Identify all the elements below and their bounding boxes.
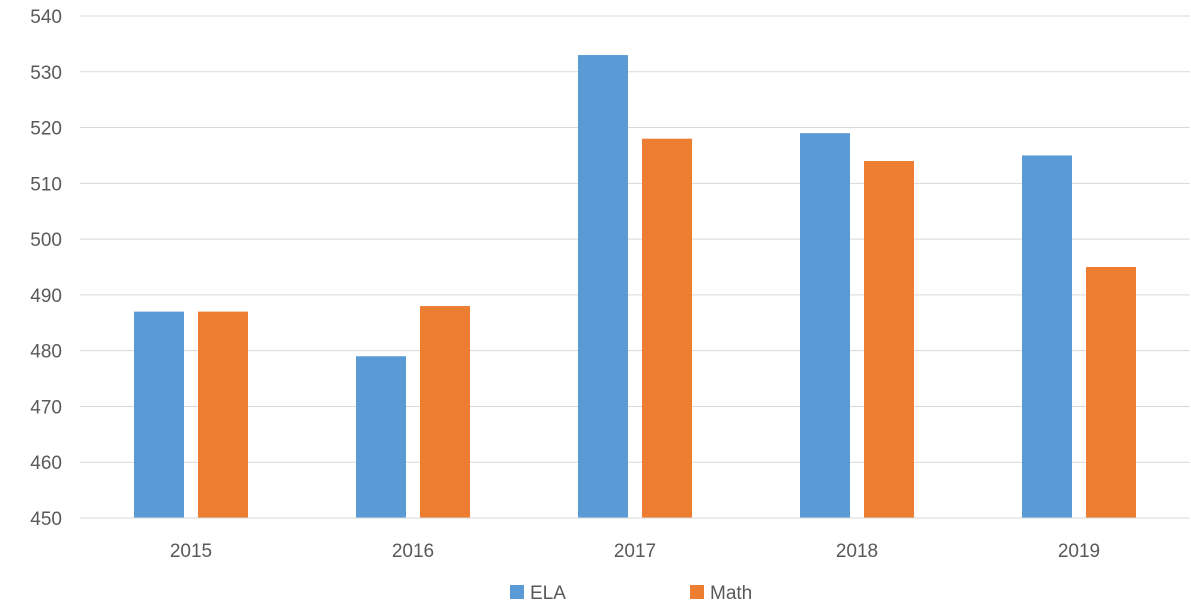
y-tick-label-470: 470 — [30, 397, 62, 418]
bar-ela-2017 — [578, 55, 628, 519]
bars — [134, 55, 1136, 519]
legend-swatch-ela — [510, 585, 524, 599]
bar-math-2019 — [1086, 267, 1136, 518]
legend-swatch-math — [690, 585, 704, 599]
bar-math-2015 — [198, 311, 248, 518]
bar-math-2018 — [864, 161, 914, 518]
legend: ELA Math — [510, 583, 752, 604]
y-tick-label-520: 520 — [30, 119, 62, 140]
x-tick-label-2016: 2016 — [392, 541, 434, 562]
bar-ela-2015 — [134, 311, 184, 518]
y-tick-label-540: 540 — [30, 7, 62, 28]
y-tick-label-450: 450 — [30, 509, 62, 530]
bar-math-2016 — [420, 306, 470, 518]
y-axis-tick-labels: 450 460 470 480 490 500 510 520 530 540 — [30, 7, 62, 530]
legend-label-math: Math — [710, 583, 752, 604]
x-tick-label-2018: 2018 — [836, 541, 878, 562]
x-tick-label-2015: 2015 — [170, 541, 212, 562]
y-tick-label-460: 460 — [30, 453, 62, 474]
bar-ela-2016 — [356, 356, 406, 518]
gridlines — [80, 15, 1190, 463]
bar-math-2017 — [642, 138, 692, 518]
x-tick-label-2019: 2019 — [1058, 541, 1100, 562]
y-tick-label-490: 490 — [30, 286, 62, 307]
bar-ela-2018 — [800, 133, 850, 518]
y-tick-label-530: 530 — [30, 63, 62, 84]
x-axis-tick-labels: 2015 2016 2017 2018 2019 — [170, 541, 1100, 562]
legend-item-ela: ELA — [510, 583, 566, 604]
legend-label-ela: ELA — [530, 583, 566, 604]
legend-item-math: Math — [690, 583, 752, 604]
y-tick-label-510: 510 — [30, 174, 62, 195]
y-tick-label-500: 500 — [30, 230, 62, 251]
y-tick-label-480: 480 — [30, 342, 62, 363]
x-tick-label-2017: 2017 — [614, 541, 656, 562]
bar-ela-2019 — [1022, 155, 1072, 518]
